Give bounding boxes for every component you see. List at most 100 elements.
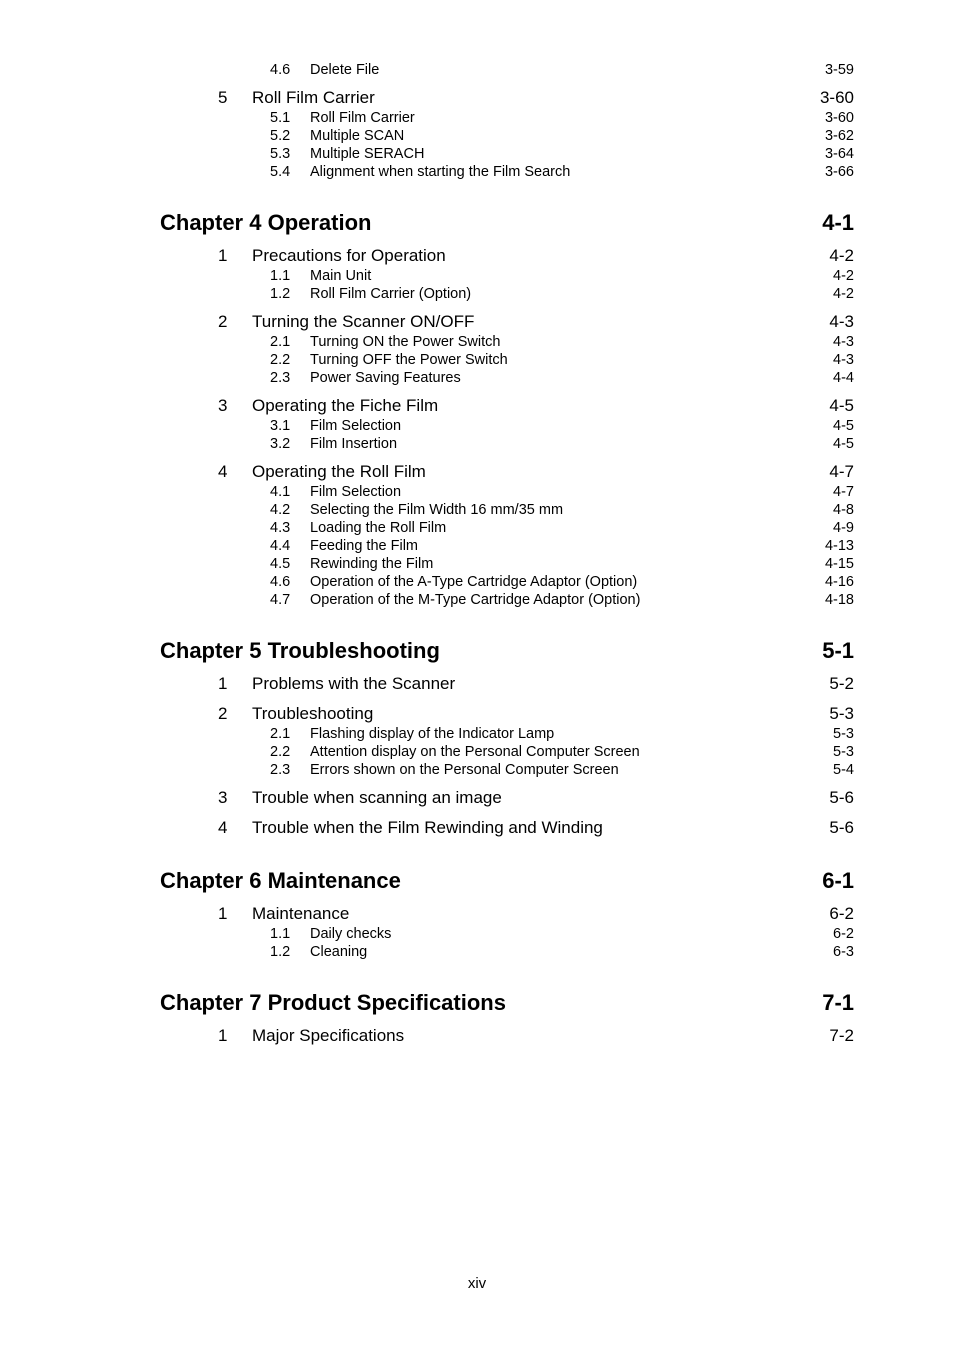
toc-section: 1Maintenance6-2: [160, 904, 854, 924]
sub-number: 4.7: [270, 592, 310, 608]
sub-title: Film Selection: [310, 484, 401, 500]
toc-sub: 4.1Film Selection4-7: [160, 484, 854, 500]
sub-title: Power Saving Features: [310, 370, 461, 386]
section-title: Roll Film Carrier: [252, 88, 375, 108]
toc-chapter: Chapter 7 Product Specifications 7-1: [160, 990, 854, 1016]
section-number: 1: [218, 674, 252, 694]
sub-title: Errors shown on the Personal Computer Sc…: [310, 762, 619, 778]
toc-sub: 1.1Daily checks6-2: [160, 926, 854, 942]
section-title: Major Specifications: [252, 1026, 404, 1046]
sub-page: 5-3: [833, 726, 854, 742]
sub-number: 4.6: [270, 62, 310, 78]
sub-page: 3-66: [825, 164, 854, 180]
toc-section: 1Problems with the Scanner 5-2: [160, 674, 854, 694]
sub-page: 4-16: [825, 574, 854, 590]
toc-section: 4Trouble when the Film Rewinding and Win…: [160, 818, 854, 838]
sub-title: Film Insertion: [310, 436, 397, 452]
section-number: 2: [218, 704, 252, 724]
sub-number: 4.5: [270, 556, 310, 572]
sub-title: Roll Film Carrier: [310, 110, 415, 126]
section-page: 5-6: [829, 818, 854, 838]
sub-page: 4-3: [833, 334, 854, 350]
toc-sub: 4.4Feeding the Film 4-13: [160, 538, 854, 554]
section-title: Operating the Fiche Film: [252, 396, 438, 416]
sub-number: 2.2: [270, 744, 310, 760]
sub-page: 4-5: [833, 418, 854, 434]
sub-title: Operation of the M-Type Cartridge Adapto…: [310, 592, 640, 608]
section-number: 1: [218, 246, 252, 266]
section-page: 5-2: [829, 674, 854, 694]
sub-title: Selecting the Film Width 16 mm/35 mm: [310, 502, 563, 518]
toc-section: 3Trouble when scanning an image5-6: [160, 788, 854, 808]
section-title: Maintenance: [252, 904, 349, 924]
sub-title: Turning ON the Power Switch: [310, 334, 500, 350]
sub-page: 3-64: [825, 146, 854, 162]
sub-page: 3-62: [825, 128, 854, 144]
toc-sub: 2.3Errors shown on the Personal Computer…: [160, 762, 854, 778]
sub-page: 3-59: [825, 62, 854, 78]
sub-page: 4-18: [825, 592, 854, 608]
toc-section: 4Operating the Roll Film4-7: [160, 462, 854, 482]
section-title: Precautions for Operation: [252, 246, 446, 266]
sub-page: 4-8: [833, 502, 854, 518]
toc-sub: 1.2Cleaning6-3: [160, 944, 854, 960]
toc-sub: 1.1Main Unit4-2: [160, 268, 854, 284]
sub-number: 5.1: [270, 110, 310, 126]
sub-title: Delete File: [310, 62, 379, 78]
toc-sub: 5.1Roll Film Carrier 3-60: [160, 110, 854, 126]
sub-number: 1.1: [270, 926, 310, 942]
section-page: 5-6: [829, 788, 854, 808]
section-title: Problems with the Scanner: [252, 674, 455, 694]
sub-number: 4.4: [270, 538, 310, 554]
sub-number: 5.4: [270, 164, 310, 180]
sub-page: 4-3: [833, 352, 854, 368]
sub-title: Turning OFF the Power Switch: [310, 352, 508, 368]
section-title: Trouble when scanning an image: [252, 788, 502, 808]
section-page: 4-5: [829, 396, 854, 416]
section-page: 5-3: [829, 704, 854, 724]
toc-section: 1Major Specifications7-2: [160, 1026, 854, 1046]
chapter-title: Chapter 4 Operation: [160, 210, 371, 236]
sub-title: Loading the Roll Film: [310, 520, 446, 536]
chapter-title: Chapter 6 Maintenance: [160, 868, 401, 894]
sub-number: 5.2: [270, 128, 310, 144]
sub-page: 6-3: [833, 944, 854, 960]
sub-title: Feeding the Film: [310, 538, 418, 554]
section-title: Troubleshooting: [252, 704, 373, 724]
toc-sub: 4.5Rewinding the Film4-15: [160, 556, 854, 572]
chapter-page: 7-1: [822, 990, 854, 1016]
section-number: 4: [218, 818, 252, 838]
sub-title: Cleaning: [310, 944, 367, 960]
sub-page: 4-9: [833, 520, 854, 536]
page-number: xiv: [0, 1275, 954, 1292]
sub-number: 3.2: [270, 436, 310, 452]
chapter-title: Chapter 5 Troubleshooting: [160, 638, 440, 664]
sub-number: 2.3: [270, 370, 310, 386]
chapter-page: 6-1: [822, 868, 854, 894]
sub-number: 2.3: [270, 762, 310, 778]
section-page: 7-2: [829, 1026, 854, 1046]
sub-number: 2.1: [270, 726, 310, 742]
sub-number: 1.2: [270, 286, 310, 302]
toc-sub: 4.7Operation of the M-Type Cartridge Ada…: [160, 592, 854, 608]
sub-page: 4-13: [825, 538, 854, 554]
sub-title: Multiple SERACH: [310, 146, 424, 162]
toc-sub: 2.1Flashing display of the Indicator Lam…: [160, 726, 854, 742]
sub-number: 1.1: [270, 268, 310, 284]
sub-page: 3-60: [825, 110, 854, 126]
section-page: 4-2: [829, 246, 854, 266]
toc-section: 2Troubleshooting 5-3: [160, 704, 854, 724]
section-title: Operating the Roll Film: [252, 462, 426, 482]
sub-number: 4.6: [270, 574, 310, 590]
sub-number: 4.1: [270, 484, 310, 500]
toc-sub: 5.2Multiple SCAN3-62: [160, 128, 854, 144]
sub-page: 5-3: [833, 744, 854, 760]
toc-section: 5 Roll Film Carrier 3-60: [160, 88, 854, 108]
chapter-page: 4-1: [822, 210, 854, 236]
sub-title: Attention display on the Personal Comput…: [310, 744, 640, 760]
sub-title: Rewinding the Film: [310, 556, 433, 572]
toc-chapter: Chapter 6 Maintenance 6-1: [160, 868, 854, 894]
toc-sub: 2.3Power Saving Features 4-4: [160, 370, 854, 386]
sub-page: 4-4: [833, 370, 854, 386]
sub-title: Alignment when starting the Film Search: [310, 164, 570, 180]
